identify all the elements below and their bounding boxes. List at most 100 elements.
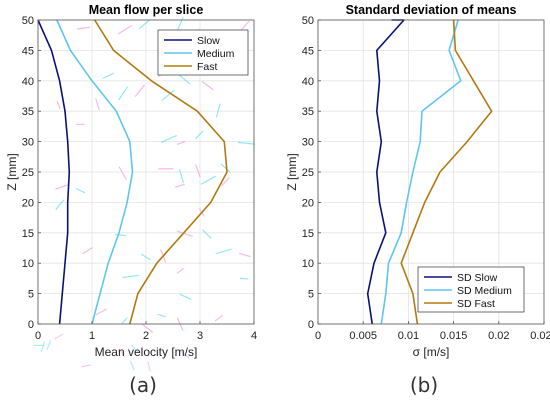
- quiver-arrow: [118, 86, 129, 101]
- quiver-arrow: [129, 360, 135, 371]
- quiver-arrow: [118, 348, 126, 358]
- y-axis-label-a: Z [mm]: [5, 153, 19, 190]
- quiver-arrow: [95, 308, 107, 316]
- quiver-arrow: [178, 168, 185, 184]
- x-tick-label: 0.02: [488, 330, 509, 342]
- quiver-arrow: [76, 26, 90, 30]
- x-tick-label: 0: [35, 330, 41, 342]
- quiver-arrow: [147, 361, 151, 372]
- series-line-fast: [94, 19, 228, 325]
- panel-label-a: (a): [129, 373, 157, 397]
- x-tick-label: 0.005: [349, 330, 377, 342]
- quiver-arrow: [175, 183, 185, 188]
- quiver-arrow: [118, 166, 127, 180]
- quiver-arrow: [55, 199, 65, 211]
- x-tick-label: 0.01: [398, 330, 419, 342]
- legend-label: Fast: [197, 61, 218, 73]
- chart-std-dev: 0 0.005 0.01 0.015 0.02 0.025 0 5 10 15 20 25 30 35 40…: [285, 3, 550, 397]
- quiver-arrow: [82, 247, 93, 255]
- x-tick-label: 4: [251, 330, 257, 342]
- y-tick-label: 15: [302, 228, 314, 240]
- y-tick-label: 25: [22, 167, 34, 179]
- y-tick-label: 50: [22, 15, 34, 27]
- y-tick-label: 45: [302, 45, 314, 57]
- y-tick-label: 30: [22, 137, 34, 149]
- series-line-medium: [56, 19, 134, 325]
- y-tick-label: 35: [302, 106, 314, 118]
- quiver-arrow: [201, 80, 214, 91]
- quiver-arrow: [237, 141, 256, 145]
- quiver-arrow: [176, 230, 193, 237]
- quiver-arrow: [56, 101, 61, 110]
- series-line-slow: [37, 19, 71, 325]
- legend-label: Medium: [197, 48, 235, 60]
- x-tick-label: 1: [89, 330, 95, 342]
- y-tick-label: 5: [28, 289, 34, 301]
- quiver-arrow: [117, 24, 132, 35]
- quiver-arrow: [179, 293, 192, 300]
- quiver-arrow: [215, 103, 221, 118]
- ticks-b: 0 0.005 0.01 0.015 0.02 0.025 0 5 10 15 20 25 30 35 40…: [302, 15, 550, 342]
- quiver-arrow: [46, 340, 52, 350]
- quiver-arrow: [55, 184, 68, 190]
- quiver-arrow: [54, 333, 64, 340]
- quiver-arrow: [161, 89, 175, 102]
- quiver-arrow: [195, 130, 204, 140]
- y-axis-label-b: Z [mm]: [285, 153, 299, 190]
- x-tick-label: 0.025: [530, 330, 550, 342]
- quiver-arrow: [214, 314, 223, 322]
- quiver-arrow: [180, 351, 190, 359]
- quiver-arrow: [95, 98, 100, 111]
- quiver-arrow: [75, 188, 86, 194]
- quiver-arrow: [200, 175, 217, 185]
- y-tick-label: 50: [302, 15, 314, 27]
- quiver-arrow: [138, 18, 151, 30]
- y-tick-label: 30: [302, 137, 314, 149]
- quiver-arrow: [121, 317, 128, 324]
- x-tick-label: 3: [197, 330, 203, 342]
- quiver-arrow: [221, 177, 230, 187]
- x-axis-label-b: σ [m/s]: [413, 345, 450, 359]
- legend-label: Slow: [197, 35, 220, 47]
- quiver-arrow: [195, 164, 201, 178]
- y-tick-label: 10: [302, 258, 314, 270]
- quiver-arrow: [239, 277, 249, 280]
- quiver-arrow: [141, 253, 151, 261]
- y-tick-label: 40: [302, 76, 314, 88]
- chart-title-b: Standard deviation of means: [346, 3, 517, 17]
- quiver-arrow: [115, 233, 127, 237]
- panel-label-b: (b): [410, 373, 438, 397]
- x-axis-label-a: Mean velocity [m/s]: [95, 345, 198, 359]
- y-tick-label: 45: [22, 45, 34, 57]
- y-tick-label: 20: [22, 197, 34, 209]
- series-line-sd-fast: [400, 19, 493, 325]
- y-tick-label: 35: [22, 106, 34, 118]
- quiver-arrow: [220, 163, 232, 174]
- y-tick-label: 25: [302, 167, 314, 179]
- quiver-arrow: [122, 274, 139, 279]
- x-tick-label: 0.015: [440, 330, 468, 342]
- quiver-arrow: [81, 364, 92, 368]
- x-tick-label: 2: [143, 330, 149, 342]
- legend-label: SD Medium: [457, 285, 512, 297]
- x-tick-label: 0: [315, 330, 321, 342]
- quiver-arrow: [202, 229, 212, 239]
- quiver-arrow: [134, 84, 146, 98]
- legend-label: SD Slow: [457, 272, 498, 284]
- series-lines-a: [37, 19, 228, 325]
- y-tick-label: 10: [22, 258, 34, 270]
- y-tick-label: 20: [302, 197, 314, 209]
- quiver-arrow: [176, 267, 185, 274]
- y-tick-label: 0: [28, 319, 34, 331]
- y-tick-label: 40: [22, 76, 34, 88]
- chart-title-a: Mean flow per slice: [89, 3, 204, 17]
- quiver-arrow: [239, 252, 251, 258]
- y-tick-label: 0: [308, 319, 314, 331]
- quiver-arrow: [160, 134, 177, 144]
- quiver-arrow: [40, 341, 46, 352]
